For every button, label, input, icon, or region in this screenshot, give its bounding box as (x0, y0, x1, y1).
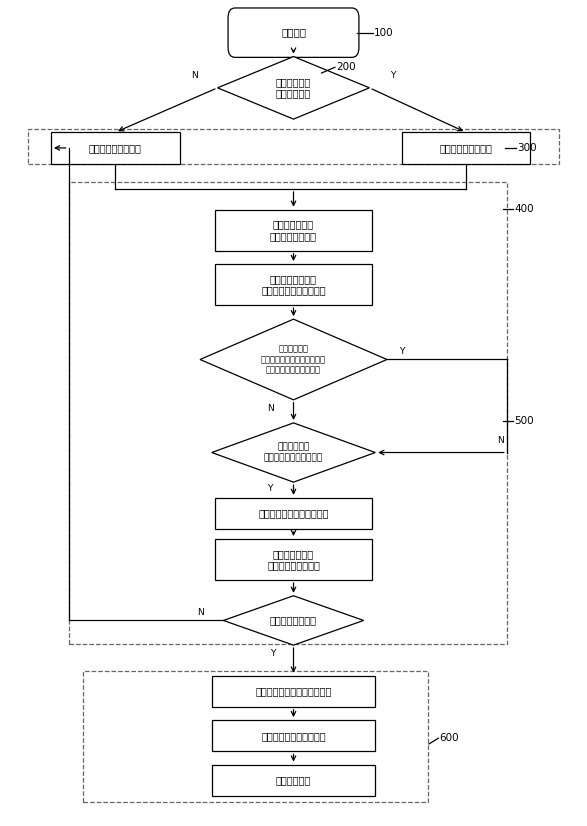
Text: 500: 500 (514, 416, 534, 426)
FancyBboxPatch shape (228, 8, 359, 57)
Text: N: N (498, 435, 504, 444)
Text: 加载及启动备份软件: 加载及启动备份软件 (89, 143, 141, 153)
Text: 200: 200 (336, 62, 356, 72)
Text: 中央监护单元发送升级指令: 中央监护单元发送升级指令 (258, 509, 329, 519)
Bar (212, 676, 375, 707)
Text: 300: 300 (517, 143, 537, 153)
Polygon shape (224, 596, 363, 645)
Text: Y: Y (390, 71, 396, 80)
Bar (215, 539, 372, 580)
Bar (83, 672, 428, 801)
Text: N: N (197, 608, 204, 617)
Bar (402, 132, 530, 164)
Text: 中央监护单元接收
胎儿监护仪软件版本信息: 中央监护单元接收 胎儿监护仪软件版本信息 (261, 273, 326, 296)
Polygon shape (218, 56, 369, 119)
Text: 从中央监护单元下载最新软件: 从中央监护单元下载最新软件 (255, 686, 332, 696)
Text: 判断是否需要
进行胎儿监护仪软件升级: 判断是否需要 进行胎儿监护仪软件升级 (264, 443, 323, 463)
Text: 是否属于升级命令: 是否属于升级命令 (270, 615, 317, 625)
Bar (212, 765, 375, 795)
Text: 100: 100 (374, 28, 394, 38)
Bar (215, 498, 372, 529)
Text: 指定位置是否
存在最新软件: 指定位置是否 存在最新软件 (276, 77, 311, 98)
Text: 中央监护单元
判断胎儿监护仪软件的版本和
升级软件的版本是否相同: 中央监护单元 判断胎儿监护仪软件的版本和 升级软件的版本是否相同 (261, 344, 326, 374)
Text: 600: 600 (440, 733, 459, 743)
Bar (212, 720, 375, 752)
Text: 写入最新软件到指定位置: 写入最新软件到指定位置 (261, 731, 326, 741)
Text: Y: Y (399, 347, 404, 356)
Bar (69, 183, 507, 643)
Text: 向中央监护单元
发送软件版本信息: 向中央监护单元 发送软件版本信息 (270, 220, 317, 241)
Text: 重新启动系统: 重新启动系统 (276, 775, 311, 786)
Text: 胎儿监护仪接收
中央监护单元的指令: 胎儿监护仪接收 中央监护单元的指令 (267, 548, 320, 570)
Bar (215, 210, 372, 251)
Bar (51, 132, 180, 164)
Text: 加载及启动最新软件: 加载及启动最新软件 (440, 143, 492, 153)
Text: Y: Y (271, 649, 276, 657)
Bar (28, 129, 559, 164)
Text: 400: 400 (514, 204, 534, 214)
Text: Y: Y (268, 484, 273, 493)
Polygon shape (212, 423, 375, 482)
Polygon shape (200, 319, 387, 400)
Text: 系统启动: 系统启动 (281, 28, 306, 38)
Text: N: N (266, 404, 274, 412)
Text: N: N (191, 71, 198, 80)
Bar (215, 264, 372, 305)
